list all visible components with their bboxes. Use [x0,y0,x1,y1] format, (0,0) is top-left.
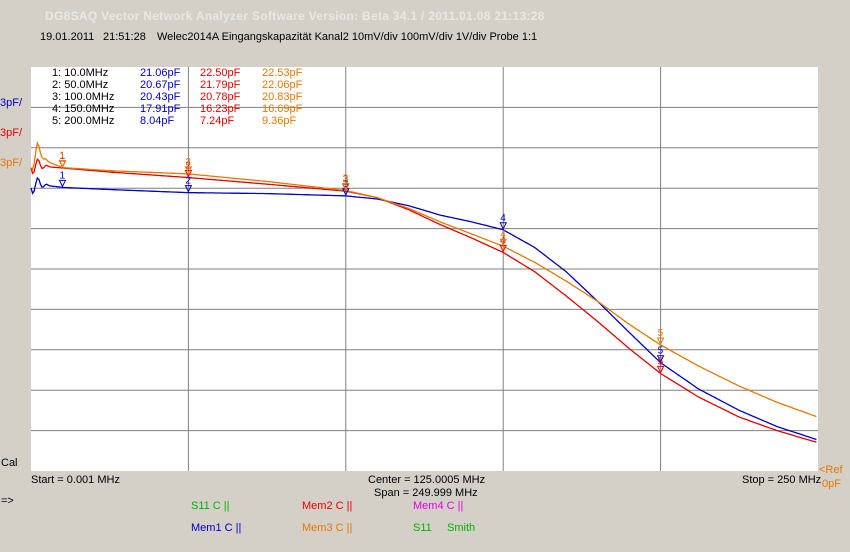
arrow-indicator: => [1,495,14,507]
marker-label: 2: 50.0MHz [52,79,109,91]
trace-s11-c[interactable]: S11 C || [191,500,230,512]
marker-value-mem2: 7.24pF [200,115,235,127]
marker-label: 5: 200.0MHz [52,115,115,127]
marker-number: 5 [658,346,664,357]
marker-number: 5 [658,357,664,368]
marker-value-mem3: 22.53pF [262,67,303,79]
marker-number: 1 [59,151,65,162]
trace-mem4-c[interactable]: Mem4 C || [413,500,464,512]
marker-value-mem3: 16.69pF [262,103,303,115]
marker-label: 3: 100.0MHz [52,91,115,103]
marker-point [184,185,193,193]
grid [31,67,818,471]
marker-number: 4 [500,213,506,224]
x-center-label: Center = 125.0005 MHz [368,474,486,486]
marker-value-mem1: 17.91pF [140,103,181,115]
marker-point [58,179,67,188]
marker-number: 5 [658,328,664,339]
marker-value-mem1: 21.06pF [140,67,181,79]
measurement-date: 19.01.2011 [40,31,95,43]
marker-value-mem3: 22.06pF [262,79,303,91]
marker-value-mem3: 9.36pF [262,115,297,127]
marker-point [184,166,193,175]
marker-point [499,238,508,247]
marker-point [58,160,67,168]
measurement-time: 21:51:28 [103,31,146,43]
marker-number: 2 [185,157,191,168]
measurement-description: Welec2014A Eingangskapazität Kanal2 10mV… [157,31,538,43]
marker-label: 4: 150.0MHz [52,103,115,115]
marker-number: 4 [500,235,506,246]
marker-value-mem2: 20.78pF [200,91,241,103]
series-line-mem2 [30,158,817,443]
marker-value-mem3: 20.83pF [262,91,303,103]
marker-value-mem1: 8.04pF [140,115,175,127]
marker-point [341,182,350,191]
cal-label: Cal [1,457,18,469]
marker-point [499,222,508,230]
marker-number: 1 [59,151,65,162]
trace-mem3-c[interactable]: Mem3 C || [302,522,353,534]
y-scale-mem3: 3pF/ [0,157,23,169]
marker-number: 1 [59,170,65,181]
marker-value-mem2: 21.79pF [200,79,241,91]
marker-number: 2 [185,161,191,172]
trace-mem1-c[interactable]: Mem1 C || [191,522,242,534]
y-scale-mem1: 3pF/ [0,97,23,109]
ref-value: 0pF [822,478,841,490]
marker-number: 2 [185,176,191,187]
marker-point [656,337,665,346]
marker-point [656,355,665,363]
series-line-mem1 [30,176,817,441]
series-line-mem3 [30,140,817,418]
x-start-label: Start = 0.001 MHz [31,474,120,486]
marker-label: 1: 10.0MHz [52,67,109,79]
x-stop-label: Stop = 250 MHz [742,474,822,486]
trace-s11-smith[interactable]: S11 [413,522,432,534]
ref-label: <Ref [819,464,843,476]
y-scale-mem2: 3pF/ [0,127,23,139]
trace-smith-label[interactable]: Smith [447,522,476,534]
trace-mem2-c[interactable]: Mem2 C || [302,500,353,512]
marker-value-mem1: 20.67pF [140,79,181,91]
marker-point [184,170,193,178]
marker-point [656,366,665,374]
marker-number: 3 [343,174,349,185]
marker-value-mem1: 20.43pF [140,91,181,103]
marker-number: 4 [500,229,506,240]
window-title: DG8SAQ Vector Network Analyzer Software … [45,9,545,23]
x-span-label: Span = 249.999 MHz [374,487,478,499]
traces [30,140,817,443]
marker-value-mem2: 16.23pF [200,103,241,115]
marker-value-mem2: 22.50pF [200,67,241,79]
marker-number: 3 [343,173,349,184]
